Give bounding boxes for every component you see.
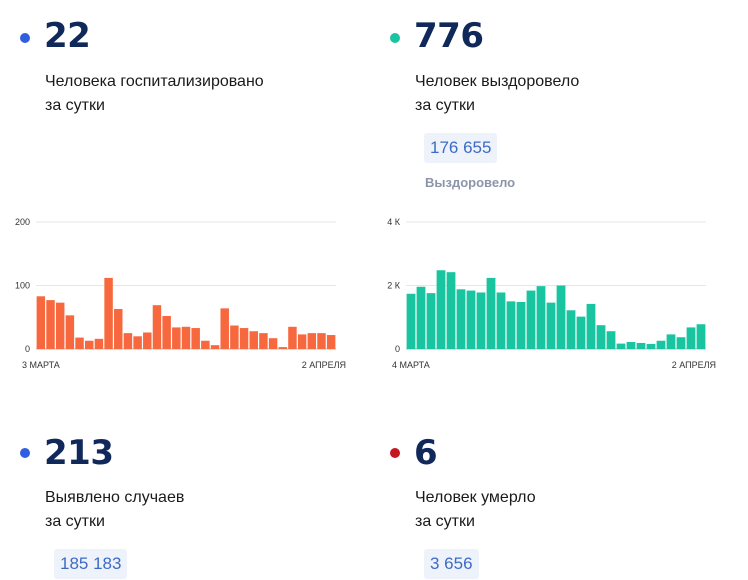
bar[interactable]	[278, 347, 288, 349]
bar[interactable]	[626, 342, 636, 349]
bar[interactable]	[46, 300, 55, 349]
bar[interactable]	[556, 285, 566, 350]
bar[interactable]	[133, 336, 142, 349]
bar[interactable]	[696, 324, 706, 349]
bar[interactable]	[288, 326, 297, 349]
bar[interactable]	[317, 333, 326, 349]
bar[interactable]	[426, 293, 436, 349]
bar[interactable]	[201, 340, 210, 349]
bar[interactable]	[646, 343, 656, 349]
bar[interactable]	[123, 333, 133, 349]
y-tick-label: 4 К	[387, 217, 401, 227]
bar[interactable]	[516, 302, 526, 349]
x-tick-label-end: 2 АПРЕЛЯ	[302, 360, 346, 370]
bar[interactable]	[586, 303, 596, 349]
recovered-label-line1: Человек выздоровело	[415, 73, 580, 90]
bar[interactable]	[486, 277, 496, 349]
bar[interactable]	[456, 289, 466, 349]
cases-label-line1: Выявлено случаев	[45, 489, 185, 506]
bar[interactable]	[152, 305, 162, 349]
y-tick-label: 100	[15, 281, 30, 291]
bar[interactable]	[239, 328, 249, 349]
hospitalized-value: 22	[44, 16, 91, 56]
bar[interactable]	[65, 315, 75, 349]
deaths-label-line2: за сутки	[415, 513, 475, 530]
y-tick-label: 2 К	[387, 281, 401, 291]
cases-dot-icon	[20, 448, 30, 458]
x-tick-label-start: 3 МАРТА	[22, 360, 60, 370]
y-tick-label: 0	[25, 344, 30, 354]
cases-label-line2: за сутки	[45, 513, 105, 530]
bar[interactable]	[436, 270, 446, 349]
hospitalized-dot-icon	[20, 33, 30, 43]
bar[interactable]	[416, 286, 426, 349]
bar[interactable]	[172, 327, 181, 349]
bar[interactable]	[616, 343, 626, 349]
recovered-value: 776	[414, 16, 484, 56]
bar[interactable]	[297, 334, 307, 349]
deaths-label-line1: Человек умерло	[415, 489, 536, 506]
bar[interactable]	[636, 342, 646, 349]
bar[interactable]	[181, 326, 191, 349]
bar[interactable]	[546, 302, 556, 349]
bar[interactable]	[191, 328, 200, 349]
bar[interactable]	[536, 286, 546, 349]
deaths-dot-icon	[390, 448, 400, 458]
bar[interactable]	[210, 345, 220, 349]
bar[interactable]	[94, 338, 104, 349]
recovered-dot-icon	[390, 33, 400, 43]
bar[interactable]	[506, 301, 516, 349]
x-tick-label-start: 4 МАРТА	[392, 360, 430, 370]
bar[interactable]	[566, 310, 576, 349]
bar[interactable]	[307, 333, 317, 349]
bar[interactable]	[406, 293, 416, 349]
y-tick-label: 0	[395, 344, 400, 354]
hospitalized-bar-chart: 0 100 200 3 МАРТА 2 АПРЕЛЯ	[15, 217, 346, 370]
bar[interactable]	[36, 296, 46, 349]
recovered-label-line2: за сутки	[415, 97, 475, 114]
hospitalized-label-line1: Человека госпитализировано	[45, 73, 264, 90]
bar[interactable]	[666, 334, 676, 349]
bar[interactable]	[596, 325, 606, 349]
bar[interactable]	[220, 308, 229, 349]
bar[interactable]	[268, 338, 278, 349]
bar[interactable]	[162, 315, 171, 349]
bar[interactable]	[326, 335, 336, 349]
y-tick-label: 200	[15, 217, 30, 227]
bar[interactable]	[249, 331, 258, 349]
bar[interactable]	[259, 333, 268, 349]
bar[interactable]	[114, 308, 123, 349]
bar[interactable]	[676, 337, 686, 349]
bar[interactable]	[446, 272, 456, 349]
bar[interactable]	[496, 292, 506, 349]
cases-total-badge: 185 183	[54, 549, 128, 579]
cases-value: 213	[44, 433, 114, 473]
bar[interactable]	[230, 325, 239, 349]
bar[interactable]	[576, 316, 586, 349]
bar[interactable]	[466, 290, 476, 349]
bar[interactable]	[526, 290, 536, 349]
bar[interactable]	[104, 277, 113, 349]
deaths-value: 6	[414, 433, 438, 473]
bar[interactable]	[143, 332, 152, 349]
bar[interactable]	[55, 302, 65, 349]
bar[interactable]	[606, 331, 616, 349]
recovered-bar-chart: 0 2 К 4 К 4 МАРТА 2 АПРЕЛЯ	[387, 217, 716, 370]
bar[interactable]	[84, 340, 94, 349]
bar[interactable]	[656, 340, 666, 349]
recovered-total-caption: Выздоровело	[425, 175, 516, 190]
deaths-total-badge: 3 656	[424, 549, 479, 579]
hospitalized-label-line2: за сутки	[45, 97, 105, 114]
bar[interactable]	[75, 337, 84, 349]
x-tick-label-end: 2 АПРЕЛЯ	[672, 360, 716, 370]
bar[interactable]	[686, 327, 696, 349]
recovered-total-badge: 176 655	[424, 133, 498, 163]
bar[interactable]	[476, 292, 486, 349]
